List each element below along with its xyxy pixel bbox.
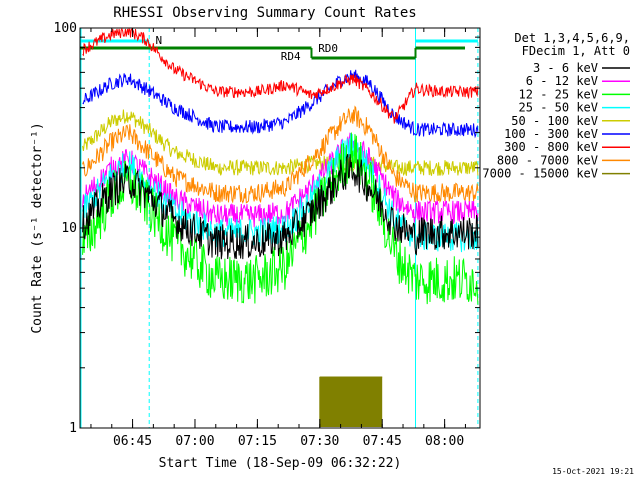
axes-layer: 1 10 100 06:45 07:00 07:15 07:30 07:45 08:00	[54, 21, 480, 449]
series-line-6	[82, 27, 479, 124]
x-tick-label: 08:00	[425, 434, 464, 449]
x-tick-label: 07:45	[363, 434, 402, 449]
x-tick-label: 07:15	[238, 434, 277, 449]
legend-label: 6 - 12 keV	[526, 74, 598, 88]
legend-header-2: FDecim 1, Att 0	[522, 44, 630, 58]
series-line-5	[82, 69, 479, 139]
legend-header-1: Det 1,3,4,5,6,9,	[514, 31, 630, 45]
series-line-0	[82, 153, 479, 260]
x-tick-label: 06:45	[113, 434, 152, 449]
rd4-label: RD4	[281, 50, 301, 63]
legend-label: 7000 - 15000 keV	[482, 167, 598, 181]
series-line-1	[82, 132, 479, 228]
y-axis-label: Count Rate (s⁻¹ detector⁻¹)	[30, 122, 45, 333]
x-tick-label: 07:00	[175, 434, 214, 449]
legend-label: 800 - 7000 keV	[497, 153, 598, 167]
series-line-4	[82, 109, 479, 177]
legend-label: 100 - 300 keV	[504, 127, 598, 141]
x-axis-label: Start Time (18-Sep-09 06:32:22)	[159, 456, 402, 471]
data-layer: N RD4 RD0	[80, 27, 479, 428]
legend-label: 50 - 100 keV	[511, 114, 598, 128]
legend: Det 1,3,4,5,6,9, FDecim 1, Att 0 3 - 6 k…	[482, 31, 630, 181]
y-tick-label: 10	[61, 221, 77, 236]
series-line-2	[82, 132, 479, 305]
legend-label: 25 - 50 keV	[519, 101, 598, 115]
legend-label: 3 - 6 keV	[533, 61, 598, 75]
x-tick-label: 07:30	[300, 434, 339, 449]
chart-title: RHESSI Observing Summary Count Rates	[113, 5, 416, 21]
legend-label: 300 - 800 keV	[504, 140, 598, 154]
y-tick-label: 1	[69, 421, 77, 436]
footer-date: 15-Oct-2021 19:21	[552, 467, 634, 476]
rd0-label: RD0	[318, 42, 338, 55]
series-line-7	[82, 105, 479, 204]
series-line-8	[319, 376, 383, 427]
legend-label: 12 - 25 keV	[519, 87, 598, 101]
night-label: N	[155, 34, 162, 47]
y-tick-label: 100	[54, 21, 77, 36]
